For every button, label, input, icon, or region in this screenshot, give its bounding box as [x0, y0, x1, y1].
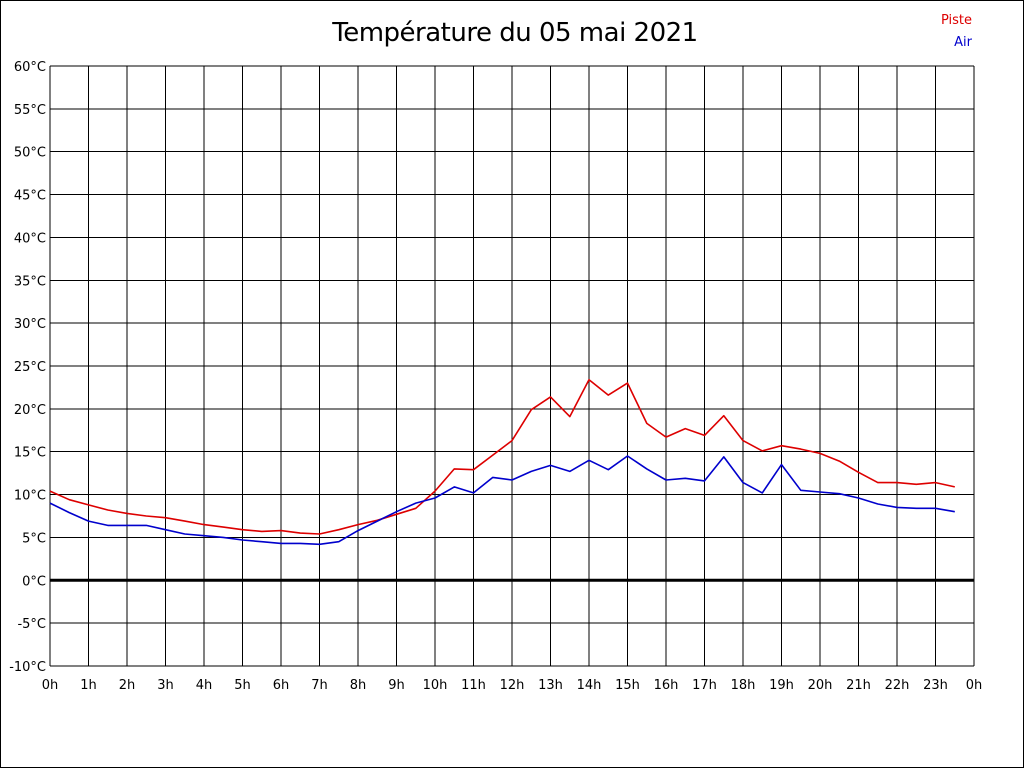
x-tick-label: 14h [577, 678, 602, 693]
y-tick-label: 0°C [22, 574, 46, 589]
x-tick-label: 23h [923, 678, 948, 693]
x-tick-label: 19h [769, 678, 794, 693]
x-tick-label: 20h [808, 678, 833, 693]
x-tick-label: 10h [423, 678, 448, 693]
x-tick-label: 22h [885, 678, 910, 693]
y-tick-label: 5°C [22, 531, 46, 546]
x-tick-label: 16h [654, 678, 679, 693]
x-tick-label: 15h [615, 678, 640, 693]
x-tick-label: 18h [731, 678, 756, 693]
x-tick-label: 1h [80, 678, 97, 693]
x-tick-label: 11h [461, 678, 486, 693]
y-tick-label: -10°C [9, 660, 46, 675]
x-tick-label: 3h [157, 678, 174, 693]
y-tick-label: 10°C [14, 489, 46, 504]
y-tick-label: 60°C [14, 60, 46, 75]
y-tick-label: 45°C [14, 189, 46, 204]
x-tick-label: 21h [846, 678, 871, 693]
legend-piste: Piste [940, 13, 972, 28]
x-tick-label: 7h [311, 678, 328, 693]
y-tick-label: 55°C [14, 103, 46, 118]
x-tick-label: 5h [234, 678, 251, 693]
y-tick-label: 40°C [14, 231, 46, 246]
y-tick-label: 35°C [14, 274, 46, 289]
x-tick-label: 8h [350, 678, 367, 693]
x-tick-label: 12h [500, 678, 525, 693]
y-tick-label: 50°C [14, 146, 46, 161]
y-tick-label: 15°C [14, 446, 46, 461]
x-tick-label: 6h [273, 678, 290, 693]
series-line-piste [49, 378, 955, 535]
y-tick-label: -5°C [17, 617, 46, 632]
x-tick-label: 0h [966, 678, 983, 693]
y-tick-label: 25°C [14, 360, 46, 375]
x-tick-label: 4h [196, 678, 213, 693]
legend-air: Air [954, 35, 972, 50]
y-tick-label: 30°C [14, 317, 46, 332]
y-tick-label: 20°C [14, 403, 46, 418]
x-tick-label: 2h [119, 678, 136, 693]
x-tick-label: 17h [692, 678, 717, 693]
x-tick-label: 13h [538, 678, 563, 693]
series-line-air [49, 455, 955, 546]
chart-title: Température du 05 mai 2021 [332, 18, 698, 48]
x-tick-label: 0h [42, 678, 59, 693]
x-tick-label: 9h [388, 678, 405, 693]
